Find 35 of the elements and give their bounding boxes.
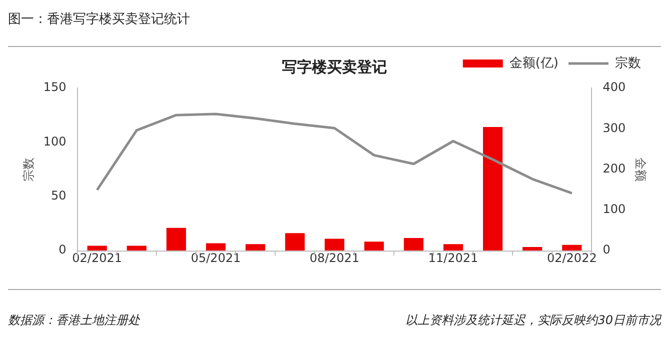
bar xyxy=(324,238,344,251)
bar xyxy=(482,127,503,251)
chart-title: 图一：香港写字楼买卖登记统计 xyxy=(8,11,191,29)
bar xyxy=(562,244,582,251)
text: 数据源：香港土地注册处 xyxy=(8,312,140,329)
y2-tick-label: 400 xyxy=(602,80,626,94)
x-tick-label: 11/2021 xyxy=(428,250,478,265)
bar xyxy=(404,238,424,251)
text: 以上资料涉及统计延迟，实际反映约30日前市况 xyxy=(406,312,661,329)
x-tick-label: 08/2021 xyxy=(310,250,360,265)
legend-label: 金额(亿) xyxy=(509,56,559,71)
y2-tick-label: 100 xyxy=(602,202,626,216)
bar xyxy=(87,246,107,251)
bar xyxy=(364,242,384,251)
bar xyxy=(285,233,305,251)
bar xyxy=(126,246,146,251)
y2-tick-label: 0 xyxy=(602,242,610,257)
x-tick-label: 05/2021 xyxy=(190,250,241,265)
y-axis-title: 宗数 xyxy=(21,157,36,182)
x-tick-label: 02/2022 xyxy=(546,250,597,265)
bar xyxy=(246,244,266,251)
legend-label: 宗数 xyxy=(615,54,641,71)
bar xyxy=(206,243,226,251)
bar xyxy=(166,228,186,251)
y-tick-label: 100 xyxy=(43,134,66,148)
y2-axis-title: 金额 xyxy=(634,157,648,182)
y2-tick-label: 300 xyxy=(602,120,626,135)
bar xyxy=(443,244,463,251)
y2-tick-label: 200 xyxy=(602,161,626,176)
chart-subtitle: 写字楼买卖登记 xyxy=(282,58,387,76)
y-tick-label: 150 xyxy=(43,80,66,94)
y-tick-label: 0 xyxy=(58,242,66,257)
bar xyxy=(522,246,542,251)
y-tick-label: 50 xyxy=(51,188,66,203)
x-tick-label: 02/2021 xyxy=(72,250,122,265)
